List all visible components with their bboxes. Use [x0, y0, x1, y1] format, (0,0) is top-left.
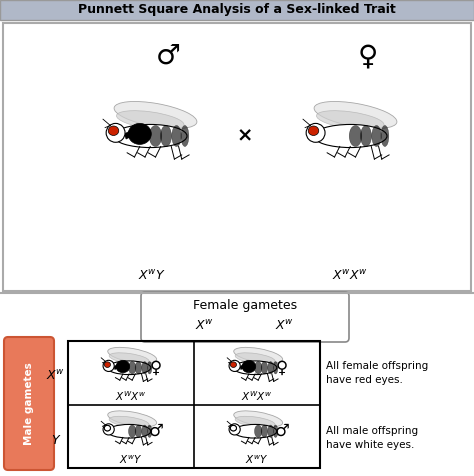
Ellipse shape — [229, 360, 240, 371]
Ellipse shape — [314, 101, 397, 129]
Ellipse shape — [273, 425, 278, 437]
Text: ♀: ♀ — [150, 359, 162, 377]
Text: $X^wY$: $X^wY$ — [245, 454, 269, 466]
Ellipse shape — [233, 361, 277, 375]
Ellipse shape — [104, 362, 110, 367]
Text: ♀: ♀ — [276, 359, 288, 377]
Text: $X^w$: $X^w$ — [275, 319, 294, 333]
Ellipse shape — [108, 411, 156, 427]
Ellipse shape — [268, 425, 273, 437]
Ellipse shape — [128, 123, 151, 144]
FancyBboxPatch shape — [4, 337, 54, 470]
Ellipse shape — [255, 362, 262, 374]
Ellipse shape — [268, 362, 273, 374]
Text: ♂: ♂ — [148, 422, 164, 440]
Polygon shape — [124, 131, 132, 139]
Ellipse shape — [103, 424, 114, 435]
Polygon shape — [114, 365, 118, 369]
Ellipse shape — [230, 426, 237, 431]
Ellipse shape — [128, 425, 136, 437]
Ellipse shape — [109, 353, 149, 364]
Polygon shape — [239, 365, 245, 369]
Ellipse shape — [113, 124, 187, 148]
Bar — [0, 0, 474, 20]
Ellipse shape — [117, 111, 184, 130]
Ellipse shape — [147, 362, 152, 374]
Ellipse shape — [234, 347, 283, 363]
Ellipse shape — [234, 411, 283, 427]
Ellipse shape — [128, 362, 136, 374]
Ellipse shape — [108, 126, 119, 136]
Text: All female offspring
have red eyes.: All female offspring have red eyes. — [326, 361, 428, 385]
Ellipse shape — [229, 424, 240, 435]
Ellipse shape — [242, 360, 255, 373]
Ellipse shape — [317, 111, 384, 130]
Ellipse shape — [361, 126, 372, 147]
Text: $X^w$: $X^w$ — [195, 319, 215, 333]
Ellipse shape — [142, 425, 147, 437]
Ellipse shape — [261, 425, 268, 437]
Ellipse shape — [108, 347, 156, 363]
Ellipse shape — [108, 361, 151, 375]
Text: ♂: ♂ — [274, 422, 290, 440]
Ellipse shape — [306, 123, 325, 142]
Ellipse shape — [116, 360, 130, 373]
Ellipse shape — [261, 362, 268, 374]
Text: $X^w$: $X^w$ — [46, 369, 65, 383]
Text: $X^wY$: $X^wY$ — [138, 269, 166, 283]
Text: ♀: ♀ — [358, 42, 378, 70]
Text: All male offspring
have white eyes.: All male offspring have white eyes. — [326, 426, 418, 450]
Ellipse shape — [313, 124, 387, 148]
Ellipse shape — [372, 126, 381, 147]
Ellipse shape — [104, 426, 110, 431]
Ellipse shape — [255, 425, 262, 437]
Ellipse shape — [235, 416, 275, 427]
Ellipse shape — [106, 123, 125, 142]
Ellipse shape — [103, 360, 114, 371]
Ellipse shape — [381, 126, 389, 147]
Ellipse shape — [273, 362, 278, 374]
Ellipse shape — [109, 416, 149, 427]
Bar — [3, 23, 471, 291]
Text: $Y$: $Y$ — [51, 435, 61, 447]
Text: Male gametes: Male gametes — [24, 363, 34, 446]
Bar — [68, 341, 320, 468]
Ellipse shape — [172, 126, 181, 147]
Ellipse shape — [149, 126, 162, 147]
Ellipse shape — [114, 101, 197, 129]
Text: $X^WX^w$: $X^WX^w$ — [241, 389, 273, 403]
Ellipse shape — [349, 126, 362, 147]
Ellipse shape — [135, 425, 142, 437]
Ellipse shape — [161, 126, 172, 147]
Ellipse shape — [235, 353, 275, 364]
Ellipse shape — [233, 425, 277, 438]
Ellipse shape — [108, 425, 151, 438]
Text: $X^wX^w$: $X^wX^w$ — [332, 269, 368, 283]
Ellipse shape — [104, 426, 110, 431]
Ellipse shape — [308, 126, 319, 136]
Text: Punnett Square Analysis of a Sex-linked Trait: Punnett Square Analysis of a Sex-linked … — [78, 3, 396, 17]
Text: ×: × — [237, 127, 253, 146]
Ellipse shape — [142, 362, 147, 374]
Ellipse shape — [147, 425, 152, 437]
Ellipse shape — [230, 362, 237, 367]
Text: ♂: ♂ — [155, 42, 181, 70]
Text: $X^WX^w$: $X^WX^w$ — [115, 389, 147, 403]
Ellipse shape — [230, 426, 237, 431]
Text: Female gametes: Female gametes — [193, 299, 297, 313]
Text: $X^wY$: $X^wY$ — [119, 454, 143, 466]
Ellipse shape — [135, 362, 142, 374]
Ellipse shape — [181, 126, 189, 147]
FancyBboxPatch shape — [141, 292, 349, 342]
